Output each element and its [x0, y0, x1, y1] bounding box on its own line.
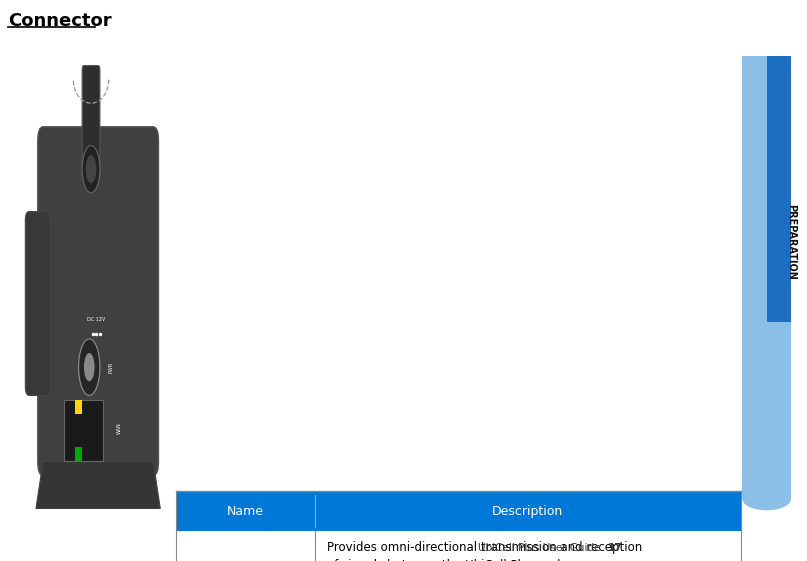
Text: Name: Name — [227, 504, 264, 518]
Circle shape — [84, 353, 94, 381]
Text: Description: Description — [492, 504, 563, 518]
FancyBboxPatch shape — [38, 127, 158, 476]
Text: 17: 17 — [608, 543, 623, 553]
FancyBboxPatch shape — [75, 447, 82, 461]
FancyBboxPatch shape — [767, 56, 791, 322]
Text: PWR: PWR — [108, 361, 113, 373]
Text: Connector: Connector — [8, 12, 111, 30]
Circle shape — [86, 155, 96, 183]
FancyBboxPatch shape — [176, 491, 741, 531]
Circle shape — [78, 339, 100, 396]
FancyBboxPatch shape — [75, 400, 82, 414]
FancyBboxPatch shape — [25, 211, 50, 396]
FancyBboxPatch shape — [65, 400, 103, 461]
Text: DC 12V: DC 12V — [87, 318, 106, 323]
Ellipse shape — [742, 488, 791, 511]
Text: Provides omni-directional transmission and reception
of signals between the UbiC: Provides omni-directional transmission a… — [327, 541, 642, 561]
FancyBboxPatch shape — [742, 56, 791, 499]
FancyBboxPatch shape — [82, 66, 100, 178]
Text: UbiCell Plus User Guide: UbiCell Plus User Guide — [478, 543, 600, 553]
Circle shape — [82, 146, 100, 193]
Text: WAN: WAN — [117, 422, 122, 434]
Text: PREPARATION: PREPARATION — [786, 204, 796, 280]
Polygon shape — [36, 461, 161, 508]
